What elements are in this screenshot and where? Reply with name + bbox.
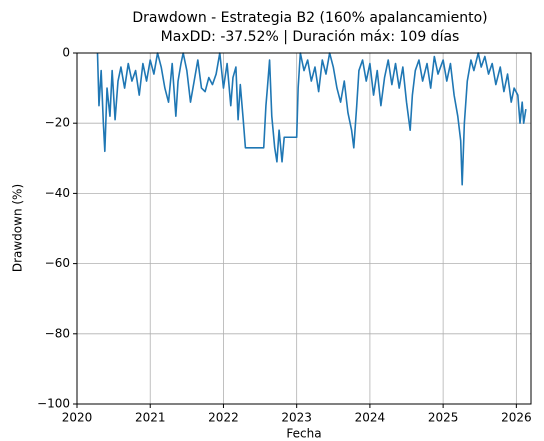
y-tick-label: 0 [62,46,70,60]
x-tick-label: 2023 [281,411,312,425]
x-tick-label: 2020 [62,411,93,425]
x-axis-label: Fecha [286,427,321,441]
x-tick-label: 2026 [501,411,532,425]
drawdown-line [96,52,527,186]
y-tick-label: −100 [37,397,70,411]
y-tick-label: −20 [45,116,70,130]
chart-title: Drawdown - Estrategia B2 (160% apalancam… [132,10,487,26]
y-tick-label: −60 [45,256,70,270]
x-tick-label: 2025 [428,411,459,425]
x-tick-label: 2024 [355,411,386,425]
plot-frame [76,52,532,405]
y-tick-label: −40 [45,186,70,200]
y-tick-label: −80 [45,326,70,340]
x-tick-label: 2021 [135,411,166,425]
x-tick-label: 2022 [208,411,239,425]
chart-subtitle: MaxDD: -37.52% | Duración máx: 109 días [161,29,460,45]
y-axis-label: Drawdown (%) [11,184,25,272]
